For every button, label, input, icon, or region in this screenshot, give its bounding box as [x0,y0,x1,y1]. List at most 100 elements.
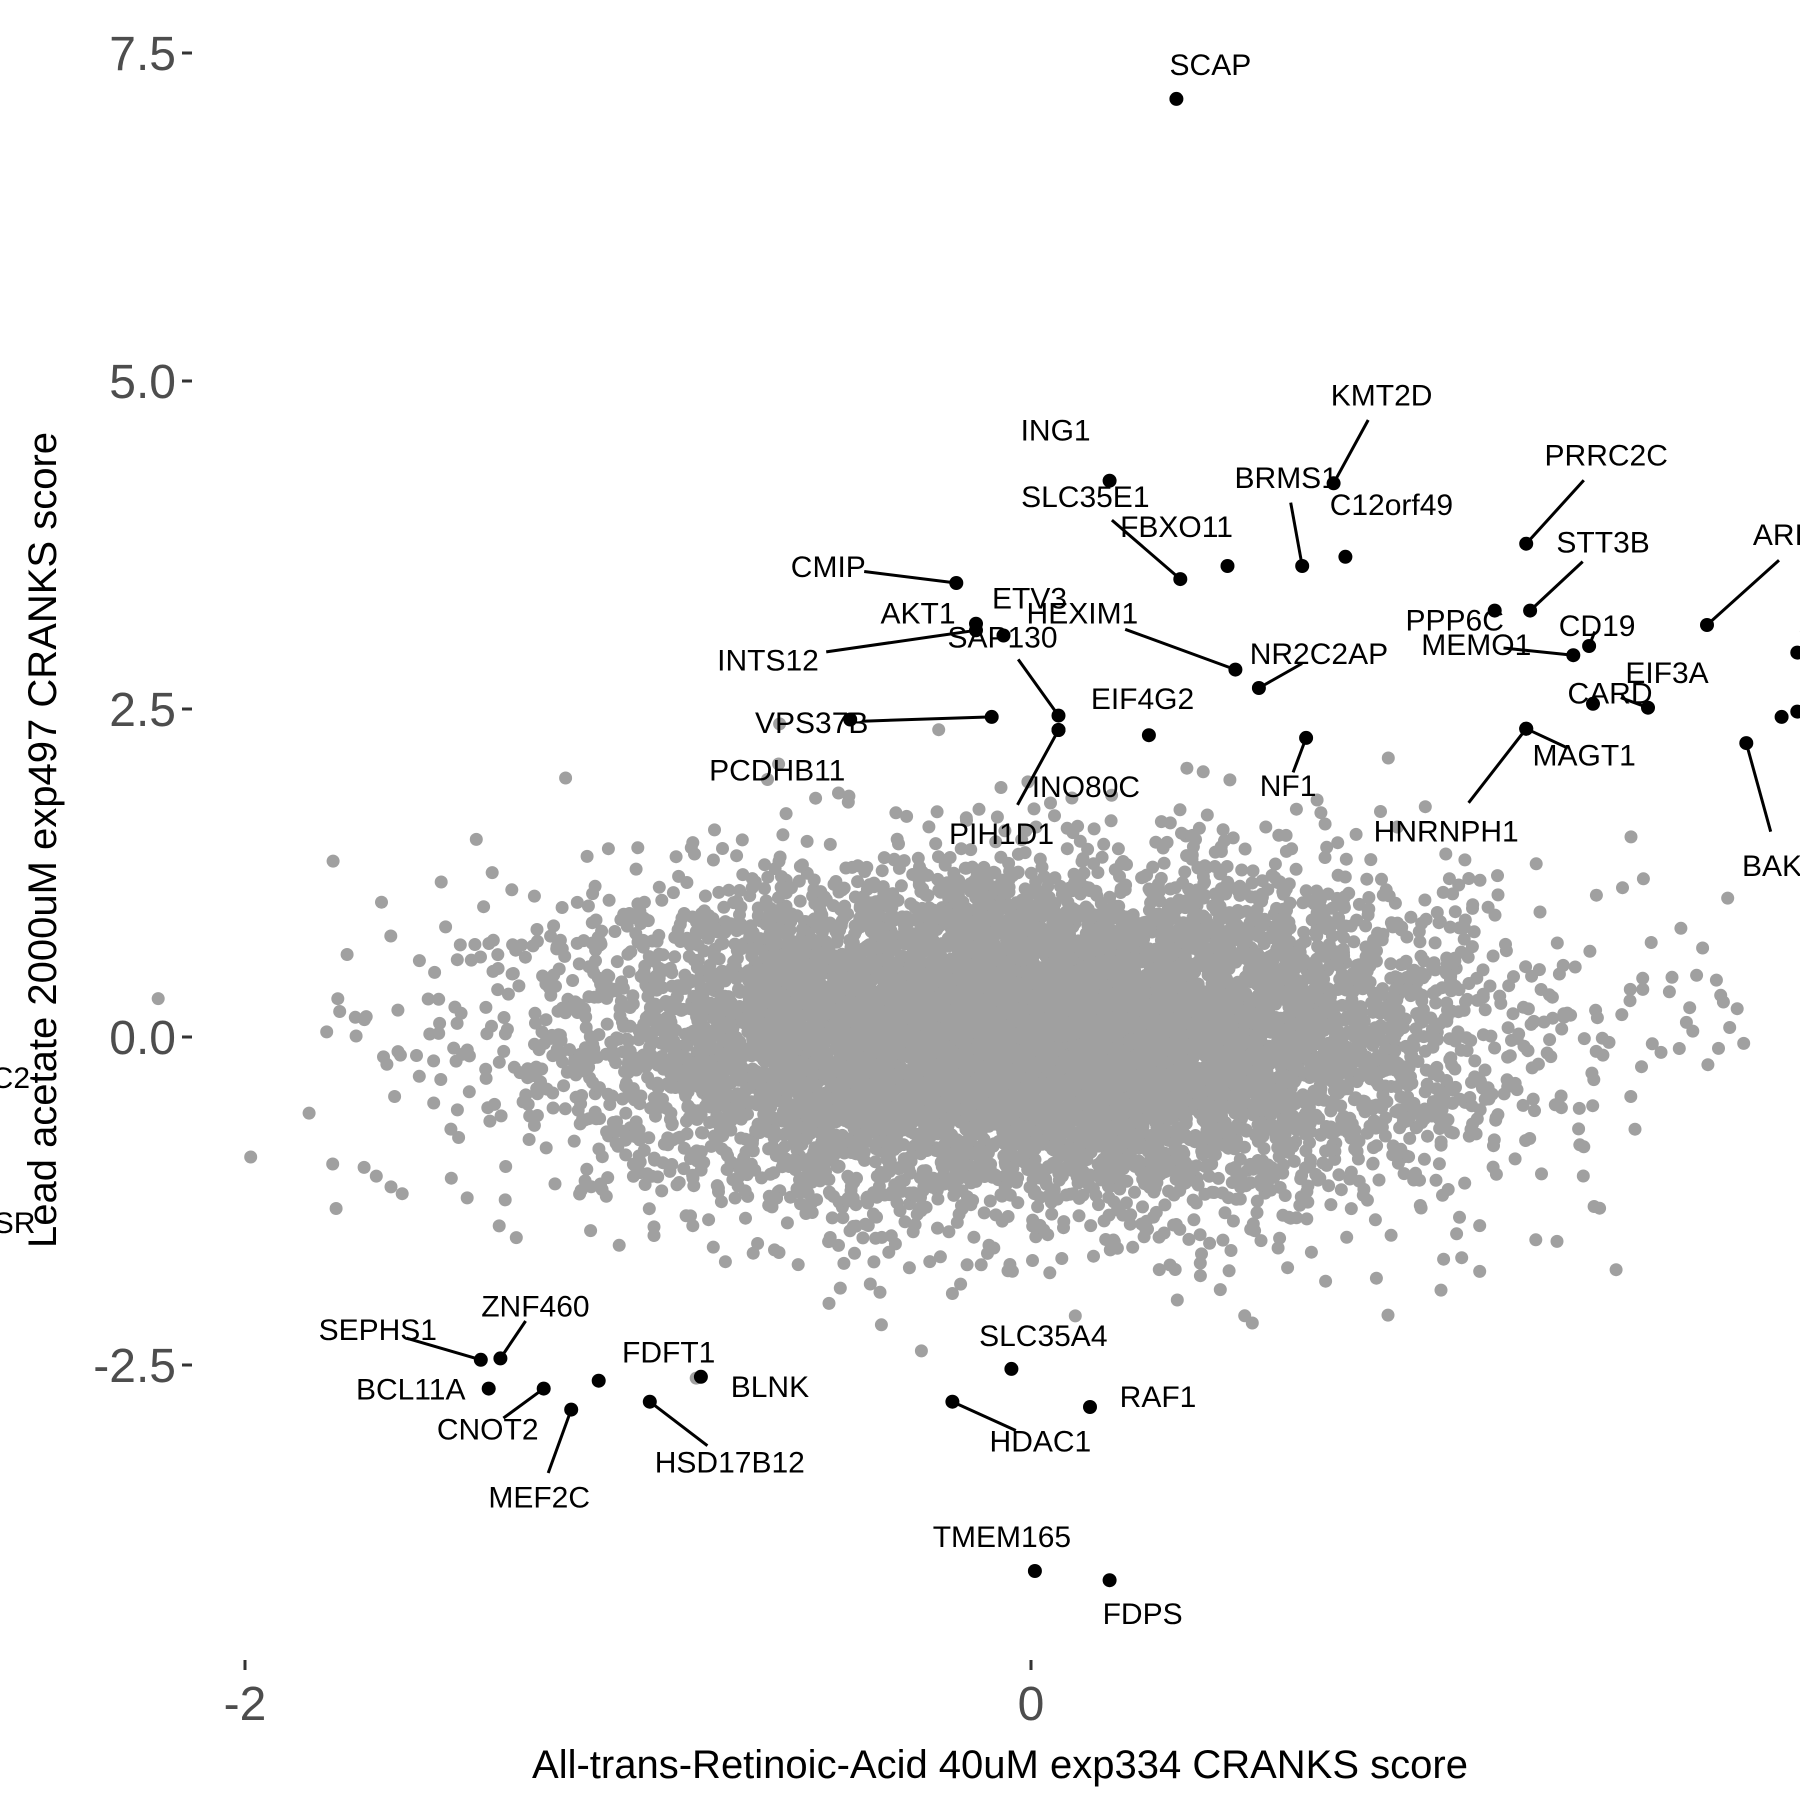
background-point [990,810,1004,824]
background-point [491,948,505,962]
background-point [837,1256,851,1270]
background-point [1730,1002,1744,1016]
background-point [1116,1208,1130,1222]
background-point [1246,864,1260,878]
background-point [1545,990,1559,1004]
background-point [1550,936,1564,950]
background-point [1403,1131,1417,1145]
background-point [302,1106,316,1120]
background-point [1301,1179,1315,1193]
background-point [1439,847,1453,861]
background-point [1521,1043,1534,1057]
background-point [450,953,464,967]
background-point [1213,1283,1227,1297]
background-point [931,1221,944,1235]
background-point [1590,1011,1604,1025]
background-point [539,1141,553,1155]
background-point [900,809,914,823]
background-point [1381,751,1395,765]
background-point [329,1202,343,1215]
background-point [1238,1140,1251,1154]
background-point [1271,1241,1285,1255]
background-point [1428,936,1442,950]
background-point [384,1180,398,1194]
background-point [452,1131,466,1144]
background-point [945,1287,959,1300]
background-point [492,1055,506,1069]
background-point [584,1224,598,1238]
background-point [1011,1171,1025,1185]
background-point [492,1219,506,1233]
background-point [558,1102,572,1116]
background-point [1499,937,1512,951]
background-point [580,1162,594,1176]
background-point [758,882,771,895]
background-point [1193,1228,1207,1242]
background-point [1432,1157,1446,1171]
background-point [890,1196,904,1210]
background-point [631,841,645,855]
background-point [1483,979,1497,993]
background-point [1314,806,1328,820]
background-point [932,850,945,864]
background-point [659,1040,673,1053]
background-point [889,806,903,820]
background-point [1473,873,1487,887]
background-point [843,1224,857,1238]
background-point [793,894,807,908]
background-point [1491,869,1504,883]
background-point [530,923,544,936]
background-point [573,1187,587,1201]
background-point [444,1122,458,1136]
background-point [1572,1122,1586,1136]
background-point [1497,1087,1511,1101]
background-point [1437,1252,1451,1266]
background-point [832,786,845,800]
background-point [1268,857,1282,871]
background-point [1182,1232,1196,1246]
background-point [1332,911,1346,925]
background-point [1662,985,1676,999]
background-point [1310,793,1324,807]
background-point [1320,840,1334,854]
background-point [1001,1210,1015,1223]
background-point [1381,1308,1395,1322]
background-point [460,1191,474,1205]
background-point [717,900,731,914]
background-point [1370,1139,1384,1153]
background-point [989,835,1003,849]
background-point [1334,1183,1348,1197]
background-point [331,992,345,1006]
background-point [1158,1198,1172,1212]
background-point [1525,1061,1539,1075]
background-point [800,834,814,848]
background-point [1119,1196,1133,1210]
background-point [151,992,165,1006]
background-point [546,1086,560,1100]
background-point [1092,1198,1105,1212]
background-point [1060,821,1074,835]
background-point [1226,831,1240,845]
background-point [1339,852,1353,866]
background-point [1577,1140,1591,1154]
background-point [679,1209,693,1223]
background-point [1555,1022,1569,1036]
background-point [825,1211,839,1225]
background-point [349,1029,363,1043]
background-point [1044,796,1057,810]
background-point [427,1054,441,1068]
background-point [1378,1129,1392,1143]
background-point [1362,891,1376,904]
background-point [897,854,911,868]
background-point [972,802,986,816]
background-point [1526,1092,1540,1106]
background-point [244,1150,258,1164]
background-point [651,1170,665,1184]
background-point [1654,1045,1668,1059]
background-point [1397,1167,1411,1181]
background-point [1466,898,1480,912]
background-point [1103,890,1117,904]
background-point [1160,835,1174,849]
background-point [746,1246,760,1260]
background-point [479,1062,493,1076]
